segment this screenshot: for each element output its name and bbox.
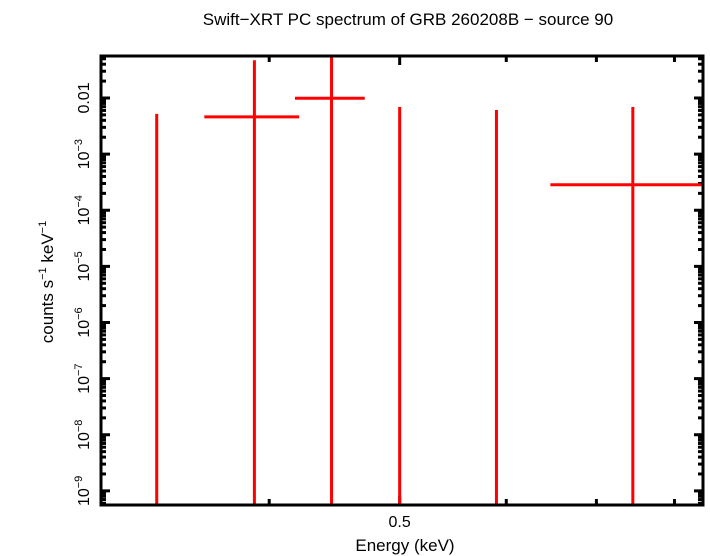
y-tick-label-base: 10 <box>76 151 93 169</box>
y-tick-label-exponent: −6 <box>73 307 85 320</box>
plot-frame <box>99 54 705 507</box>
y-tick-label: 10−8 <box>73 420 93 450</box>
y-tick-label-base: 10 <box>76 488 93 506</box>
data-points <box>155 56 703 505</box>
chart-title: Swift−XRT PC spectrum of GRB 260208B − s… <box>203 10 613 29</box>
axis-ticks <box>99 56 703 505</box>
y-tick-label: 0.01 <box>76 82 93 113</box>
y-tick-label: 10−6 <box>73 307 93 337</box>
y-axis-label: counts s−1 keV−1 <box>37 221 57 343</box>
y-tick-label-exponent: −9 <box>73 476 85 489</box>
y-tick-label-base: 10 <box>76 208 93 226</box>
y-tick-label-exponent: −5 <box>73 251 85 264</box>
data-point <box>294 56 365 505</box>
y-tick-label: 10−5 <box>73 251 93 281</box>
x-tick-label: 0.5 <box>389 514 411 531</box>
y-tick-label-base: 10 <box>76 320 93 338</box>
data-point <box>550 107 703 505</box>
data-point <box>204 60 300 505</box>
y-tick-label-exponent: −3 <box>73 139 85 152</box>
x-axis-label: Energy (keV) <box>355 536 454 555</box>
y-tick-label-text: 0.01 <box>76 82 93 113</box>
y-tick-label: 10−7 <box>73 363 93 393</box>
y-tick-label-base: 10 <box>76 432 93 450</box>
y-tick-label-exponent: −4 <box>73 195 85 208</box>
y-tick-label-base: 10 <box>76 376 93 394</box>
y-tick-label: 10−3 <box>73 139 93 169</box>
y-tick-label: 10−4 <box>73 195 93 225</box>
y-tick-label-exponent: −8 <box>73 420 85 433</box>
y-tick-label-exponent: −7 <box>73 363 85 376</box>
y-tick-label: 10−9 <box>73 476 93 506</box>
y-tick-label-base: 10 <box>76 264 93 282</box>
